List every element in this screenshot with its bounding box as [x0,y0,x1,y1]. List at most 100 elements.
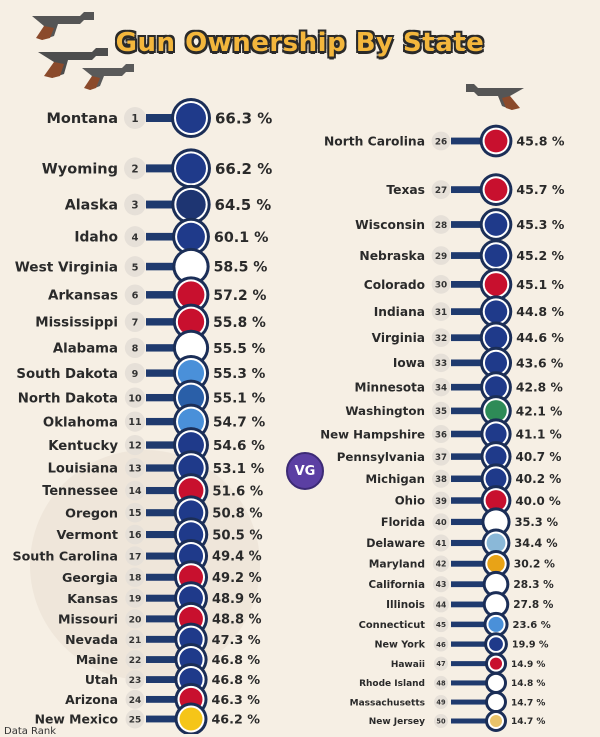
rank-badge [433,636,449,652]
state-name: Texas [386,183,425,197]
rank-number: 23 [129,676,142,686]
value-label: 23.6 % [513,620,551,631]
bar-connector [451,680,489,686]
rank-number: 29 [435,252,447,262]
rank-badge [125,524,145,545]
value-label: 14.7 % [511,717,545,727]
rank-badge [431,215,451,234]
value-label: 54.6 % [213,438,265,454]
value-label: 46.8 % [212,672,261,687]
value-label: 64.5 % [215,197,272,214]
state-flag-icon [484,213,508,236]
value-label: 14.9 % [511,660,545,670]
bar-connector [146,464,178,472]
state-name: Missouri [58,611,118,626]
bar-connector [451,407,485,415]
bar-connector [146,509,178,517]
state-name: New Hampshire [320,427,425,441]
state-flag-icon [486,533,506,553]
state-name: Mississippi [35,316,118,331]
rank-number: 41 [435,538,447,548]
rank-badge [125,480,145,501]
rank-number: 10 [128,393,142,404]
rank-number: 14 [128,486,142,497]
rank-number: 17 [129,552,142,563]
bar-connector [146,114,175,122]
value-label: 51.6 % [212,484,263,499]
rank-badge [124,434,146,456]
rank-badge [125,546,145,566]
state-name: Wyoming [42,162,118,178]
state-flag-icon [487,575,505,593]
state-flag-icon [176,153,206,184]
revolver-icon [32,12,94,40]
rank-badge [434,695,448,710]
rank-number: 3 [131,199,138,211]
bar-connector [451,699,489,705]
state-flag-icon [177,308,205,335]
bar-connector [146,369,177,377]
revolver-icon [82,64,134,90]
bar-connector [451,621,488,628]
bar-connector [146,393,177,402]
state-name: Alabama [53,342,118,357]
rank-number: 5 [132,262,139,273]
value-label: 44.8 % [516,304,564,319]
bar-connector [146,615,179,623]
rank-number: 43 [436,580,447,589]
state-name: Alaska [65,198,118,214]
value-label: 53.1 % [213,461,265,477]
rank-badge [432,596,450,613]
bar-connector [146,715,179,723]
rank-badge [431,180,451,200]
rank-badge [124,226,146,248]
value-label: 14.7 % [511,698,545,708]
rank-number: 11 [128,417,142,428]
value-label: 43.6 % [516,355,564,370]
state-name: Arizona [65,692,118,707]
bar-connector [451,383,485,391]
state-flag-icon [177,281,205,309]
rank-badge [431,302,451,321]
rank-badge [434,714,448,728]
rank-number: 44 [436,600,447,609]
state-name: Michigan [366,472,425,486]
state-name: Pennsylvania [337,450,425,464]
rank-badge [125,689,145,709]
rank-number: 6 [132,291,139,302]
rank-badge [125,650,145,670]
rank-number: 46 [436,641,446,649]
value-label: 28.3 % [513,579,554,591]
state-flag-icon [484,178,508,202]
state-name: Louisiana [48,462,118,477]
value-label: 48.8 % [212,613,262,628]
state-name: Montana [46,111,118,127]
state-flag-icon [484,273,508,296]
value-label: 66.3 % [215,109,272,127]
rank-number: 39 [435,497,447,507]
state-name: Indiana [374,305,425,319]
state-flag-icon [490,715,502,727]
bar-connector [146,635,179,643]
state-flag-icon [487,555,505,573]
state-flag-icon [484,129,508,153]
brand-badge: VG [286,452,324,490]
rank-number: 18 [129,573,142,584]
rank-number: 13 [128,464,141,475]
state-flag-icon [177,384,205,411]
state-name: Kentucky [48,439,118,454]
rank-badge [125,502,145,523]
bar-connector [451,661,489,667]
bar-connector [451,475,485,483]
bar-connector [451,718,489,724]
rank-badge [432,576,450,593]
value-label: 42.1 % [516,404,563,418]
rank-badge [124,284,146,306]
value-label: 55.8 % [213,315,266,331]
rank-badge [125,670,145,690]
state-name: Maryland [369,558,425,571]
state-flag-icon [487,596,505,613]
value-label: 55.5 % [213,341,266,357]
rank-number: 25 [129,715,142,725]
bar-connector [451,308,484,316]
